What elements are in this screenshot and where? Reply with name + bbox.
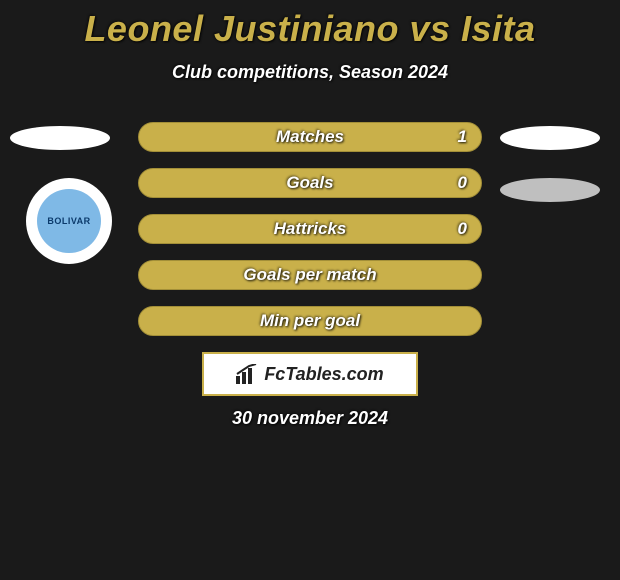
stats-container: Matches 1 Goals 0 Hattricks 0 Goals per … [138, 122, 482, 352]
brand-box[interactable]: FcTables.com [202, 352, 418, 396]
footer-date: 30 november 2024 [0, 408, 620, 429]
stat-right-value: 0 [458, 173, 467, 193]
player-left-pill [10, 126, 110, 150]
stat-row-matches: Matches 1 [138, 122, 482, 152]
player-right-pill [500, 126, 600, 150]
stat-row-goals: Goals 0 [138, 168, 482, 198]
stat-right-value: 1 [458, 127, 467, 147]
stat-label: Goals [286, 173, 333, 193]
brand-text: FcTables.com [264, 364, 383, 385]
stat-label: Goals per match [243, 265, 376, 285]
club-badge-left: BOLIVAR [26, 178, 112, 264]
stat-row-goals-per-match: Goals per match [138, 260, 482, 290]
stat-right-value: 0 [458, 219, 467, 239]
page-subtitle: Club competitions, Season 2024 [0, 62, 620, 83]
page-title: Leonel Justiniano vs Isita [0, 8, 620, 50]
player-right-pill-2 [500, 178, 600, 202]
stat-label: Matches [276, 127, 344, 147]
stat-label: Min per goal [260, 311, 360, 331]
bar-chart-icon [236, 364, 258, 384]
stat-row-hattricks: Hattricks 0 [138, 214, 482, 244]
stat-row-min-per-goal: Min per goal [138, 306, 482, 336]
club-badge-left-inner: BOLIVAR [37, 189, 101, 253]
stat-label: Hattricks [274, 219, 347, 239]
